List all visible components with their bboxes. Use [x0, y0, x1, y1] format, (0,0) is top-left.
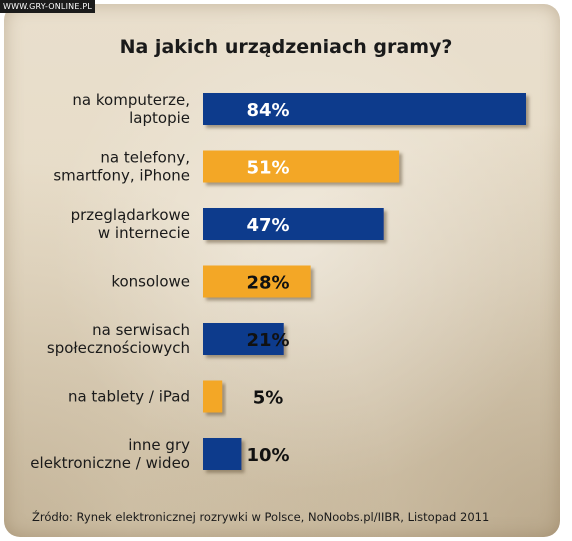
value-label-3: 28%	[246, 273, 289, 294]
category-label-4-line0: na serwisach	[92, 321, 190, 339]
category-label-5: na tablety / iPad	[68, 388, 190, 406]
bar-6	[203, 438, 242, 470]
value-label-6: 10%	[246, 445, 289, 466]
chart-title: Na jakich urządzeniach gramy?	[119, 36, 453, 58]
site-watermark: WWW.GRY-ONLINE.PL	[0, 0, 96, 13]
category-label-4-line1: społecznościowych	[47, 339, 190, 357]
bar-1	[203, 150, 400, 183]
category-label-1-line1: smartfony, iPhone	[53, 167, 190, 185]
category-label-3: konsolowe	[111, 273, 190, 291]
source-note: Źródło: Rynek elektronicznej rozrywki w …	[32, 510, 490, 524]
bar-2	[203, 208, 384, 240]
bar-0	[203, 93, 526, 125]
category-label-1-line0: na telefony,	[100, 149, 190, 167]
value-label-5: 5%	[253, 388, 284, 409]
value-label-4: 21%	[246, 330, 289, 351]
bar-4	[203, 323, 284, 355]
bar-3	[203, 265, 311, 298]
bar-5	[203, 380, 223, 413]
value-label-1: 51%	[246, 158, 289, 179]
category-label-0-line1: laptopie	[129, 109, 190, 127]
category-label-2-line0: przeglądarkowe	[71, 206, 190, 224]
category-label-2-line1: w internecie	[98, 224, 190, 242]
category-label-6-line1: elektroniczne / wideo	[30, 454, 190, 472]
category-label-6-line0: inne gry	[128, 436, 190, 454]
value-label-2: 47%	[246, 215, 289, 236]
category-label-0-line0: na komputerze,	[72, 91, 190, 109]
value-label-0: 84%	[246, 100, 289, 121]
